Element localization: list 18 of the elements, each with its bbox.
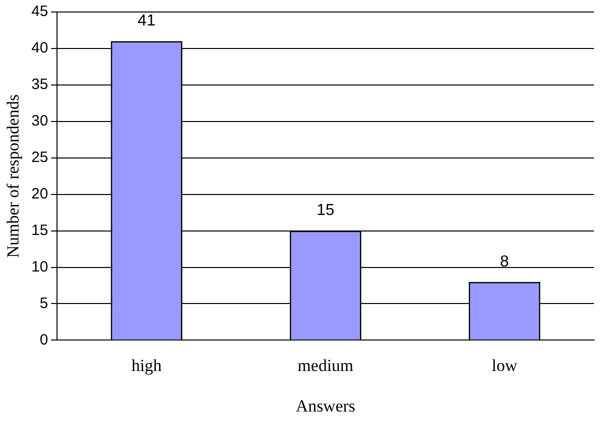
y-tick-label: 15 <box>31 222 48 239</box>
y-axis-title: Number of respondends <box>4 94 23 258</box>
y-tick-label: 5 <box>40 294 48 312</box>
data-label: 15 <box>316 202 335 220</box>
y-tick-label: 30 <box>31 112 48 130</box>
y-tick-label: 0 <box>40 331 48 348</box>
y-tick-label: 45 <box>31 3 48 20</box>
y-tick-label: 20 <box>31 185 48 202</box>
x-tick-label: high <box>131 356 162 375</box>
x-tick-label: low <box>492 356 518 375</box>
y-tick-label: 35 <box>31 76 48 94</box>
y-tick-label: 10 <box>31 258 48 276</box>
y-tick-label: 25 <box>31 149 48 166</box>
y-tick-label: 40 <box>31 40 48 57</box>
x-axis-title: Answers <box>296 396 356 416</box>
data-label: 41 <box>138 12 156 30</box>
data-label: 8 <box>500 253 510 270</box>
x-tick-label: medium <box>298 356 354 375</box>
